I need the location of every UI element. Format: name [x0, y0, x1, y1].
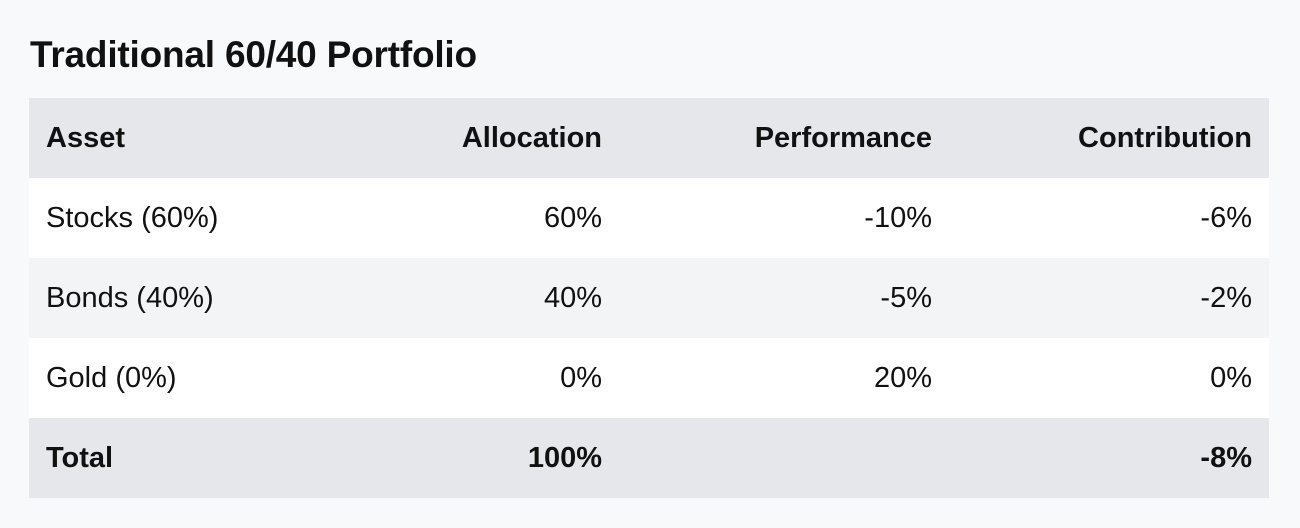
table-footer: Total 100% -8% — [29, 418, 1269, 498]
cell-contribution: -2% — [1200, 282, 1252, 314]
cell-allocation: 60% — [543, 202, 602, 234]
table-body: Stocks (60%) 60% -10% -6% Bonds (40%) 40… — [29, 178, 1269, 418]
cell-asset: Gold (0%) — [46, 362, 177, 394]
header-allocation: Allocation — [461, 122, 602, 154]
cell-asset: Stocks (60%) — [46, 202, 219, 234]
cell-performance: -10% — [864, 202, 932, 234]
portfolio-table: Asset Allocation Performance Contributio… — [29, 98, 1269, 498]
total-label: Total — [46, 442, 114, 474]
cell-contribution: 0% — [1210, 362, 1252, 394]
cell-allocation: 0% — [560, 362, 602, 394]
cell-asset: Bonds (40%) — [46, 282, 214, 314]
cell-performance: 20% — [873, 362, 932, 394]
table-header: Asset Allocation Performance Contributio… — [29, 98, 1269, 178]
total-performance — [619, 418, 949, 498]
total-row: Total 100% -8% — [29, 418, 1269, 498]
table-row: Stocks (60%) 60% -10% -6% — [29, 178, 1269, 258]
cell-allocation: 40% — [543, 282, 602, 314]
total-allocation: 100% — [527, 442, 602, 474]
header-contribution: Contribution — [1078, 122, 1252, 154]
table-row: Gold (0%) 0% 20% 0% — [29, 338, 1269, 418]
cell-performance: -5% — [880, 282, 932, 314]
total-contribution: -8% — [1200, 442, 1252, 474]
table-row: Bonds (40%) 40% -5% -2% — [29, 258, 1269, 338]
page-title: Traditional 60/40 Portfolio — [30, 34, 477, 75]
cell-contribution: -6% — [1200, 202, 1252, 234]
header-performance: Performance — [754, 122, 932, 154]
header-row: Asset Allocation Performance Contributio… — [29, 98, 1269, 178]
header-asset: Asset — [46, 122, 125, 154]
